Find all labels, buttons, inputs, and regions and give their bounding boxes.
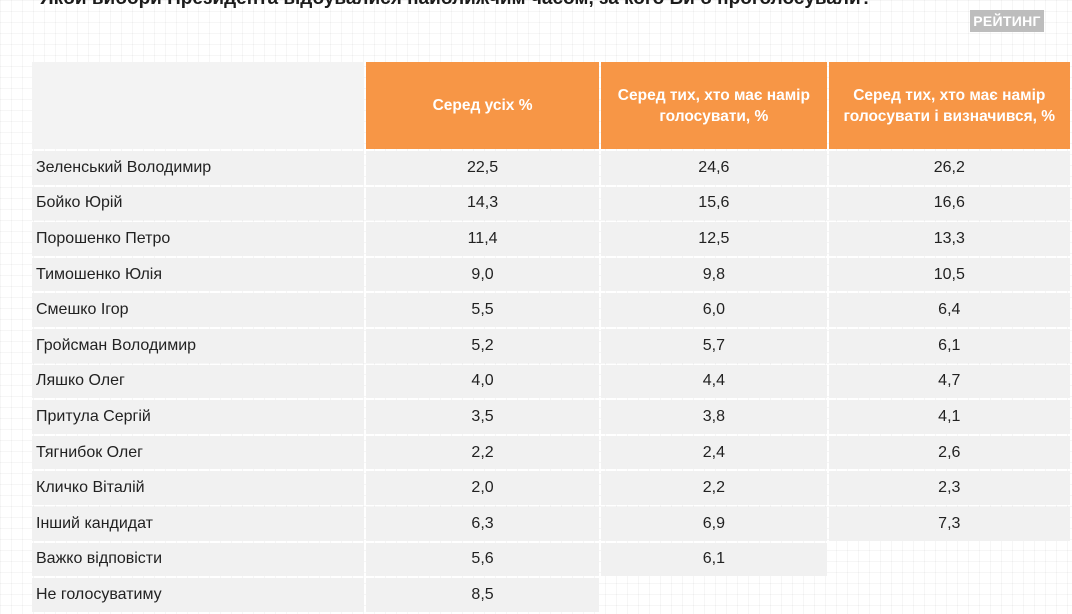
- value-cell: 2,4: [601, 435, 827, 470]
- candidate-name-cell: Важко відповісти: [32, 542, 364, 577]
- header-blank-cell: [32, 62, 364, 149]
- table-row: Важко відповісти 5,6 6,1: [32, 542, 1070, 577]
- candidate-name-cell: Інший кандидат: [32, 506, 364, 541]
- value-cell: 15,6: [601, 186, 827, 221]
- table-row: Смешко Ігор 5,5 6,0 6,4: [32, 293, 1070, 327]
- candidate-name-cell: Порошенко Петро: [32, 222, 364, 256]
- table-body: Зеленський Володимир 22,5 24,6 26,2 Бойко Юр…: [32, 151, 1070, 612]
- value-cell: 6,1: [828, 328, 1070, 363]
- table-row: Зеленський Володимир 22,5 24,6 26,2: [32, 151, 1070, 185]
- value-cell: 4,0: [365, 364, 600, 399]
- value-cell: 14,3: [365, 186, 600, 221]
- value-cell: 5,2: [365, 328, 600, 363]
- candidate-name-cell: Тягнибок Олег: [32, 435, 364, 470]
- value-cell: 4,7: [828, 364, 1070, 399]
- header-decided-voters: Серед тих, хто має намір голосувати і ви…: [828, 62, 1070, 149]
- table-row: Не голосуватиму 8,5: [32, 578, 1070, 612]
- empty-cell: [829, 578, 1070, 612]
- value-cell: 3,5: [365, 400, 600, 434]
- value-cell: 7,3: [828, 506, 1070, 541]
- value-cell: 6,0: [601, 293, 827, 327]
- value-cell: 22,5: [365, 151, 600, 185]
- candidate-name-cell: Зеленський Володимир: [32, 151, 364, 185]
- value-cell: 2,2: [601, 471, 827, 505]
- value-cell: 9,8: [601, 257, 827, 292]
- header-intend-to-vote: Серед тих, хто має намір голосувати, %: [601, 62, 827, 149]
- value-cell: 5,6: [365, 542, 600, 577]
- value-cell: 2,0: [365, 471, 600, 505]
- candidate-name-cell: Ляшко Олег: [32, 364, 364, 399]
- value-cell: 3,8: [601, 400, 827, 434]
- value-cell: 24,6: [601, 151, 827, 185]
- table-row: Порошенко Петро 11,4 12,5 13,3: [32, 222, 1070, 256]
- value-cell: 5,7: [601, 328, 827, 363]
- value-cell: 8,5: [365, 578, 600, 612]
- table-row: Кличко Віталій 2,0 2,2 2,3: [32, 471, 1070, 505]
- table-row: Тимошенко Юлія 9,0 9,8 10,5: [32, 257, 1070, 292]
- candidate-name-cell: Гройсман Володимир: [32, 328, 364, 363]
- value-cell: 10,5: [828, 257, 1070, 292]
- candidate-name-cell: Смешко Ігор: [32, 293, 364, 327]
- value-cell: 11,4: [365, 222, 600, 256]
- value-cell: 6,9: [601, 506, 827, 541]
- table-row: Інший кандидат 6,3 6,9 7,3: [32, 506, 1070, 541]
- value-cell: 26,2: [828, 151, 1070, 185]
- table-header-row: Серед усіх % Серед тих, хто має намір го…: [32, 62, 1070, 149]
- table-row: Ляшко Олег 4,0 4,4 4,7: [32, 364, 1070, 399]
- value-cell: 4,4: [601, 364, 827, 399]
- value-cell: 12,5: [601, 222, 827, 256]
- value-cell: 4,1: [828, 400, 1070, 434]
- brand-logo: РЕЙТИНГ: [970, 10, 1044, 32]
- table-row: Притула Сергій 3,5 3,8 4,1: [32, 400, 1070, 434]
- value-cell: 16,6: [828, 186, 1070, 221]
- header-all-respondents: Серед усіх %: [365, 62, 600, 149]
- page-title: Якби вибори Президента відбувалися найбл…: [40, 0, 960, 10]
- value-cell: 5,5: [365, 293, 600, 327]
- value-cell: 6,4: [828, 293, 1070, 327]
- empty-cell: [601, 578, 826, 612]
- table-row: Бойко Юрій 14,3 15,6 16,6: [32, 186, 1070, 221]
- candidate-name-cell: Не голосуватиму: [32, 578, 364, 612]
- empty-cell: [829, 543, 1070, 577]
- candidate-name-cell: Бойко Юрій: [32, 186, 364, 221]
- value-cell: 6,3: [365, 506, 600, 541]
- candidate-name-cell: Кличко Віталій: [32, 471, 364, 505]
- table-row: Тягнибок Олег 2,2 2,4 2,6: [32, 435, 1070, 470]
- value-cell: 2,3: [828, 471, 1070, 505]
- poll-results-table: Серед усіх % Серед тих, хто має намір го…: [30, 60, 1072, 614]
- value-cell: 2,2: [365, 435, 600, 470]
- candidate-name-cell: Притула Сергій: [32, 400, 364, 434]
- value-cell: 2,6: [828, 435, 1070, 470]
- value-cell: 9,0: [365, 257, 600, 292]
- value-cell: 13,3: [828, 222, 1070, 256]
- candidate-name-cell: Тимошенко Юлія: [32, 257, 364, 292]
- value-cell: 6,1: [601, 542, 827, 577]
- table-row: Гройсман Володимир 5,2 5,7 6,1: [32, 328, 1070, 363]
